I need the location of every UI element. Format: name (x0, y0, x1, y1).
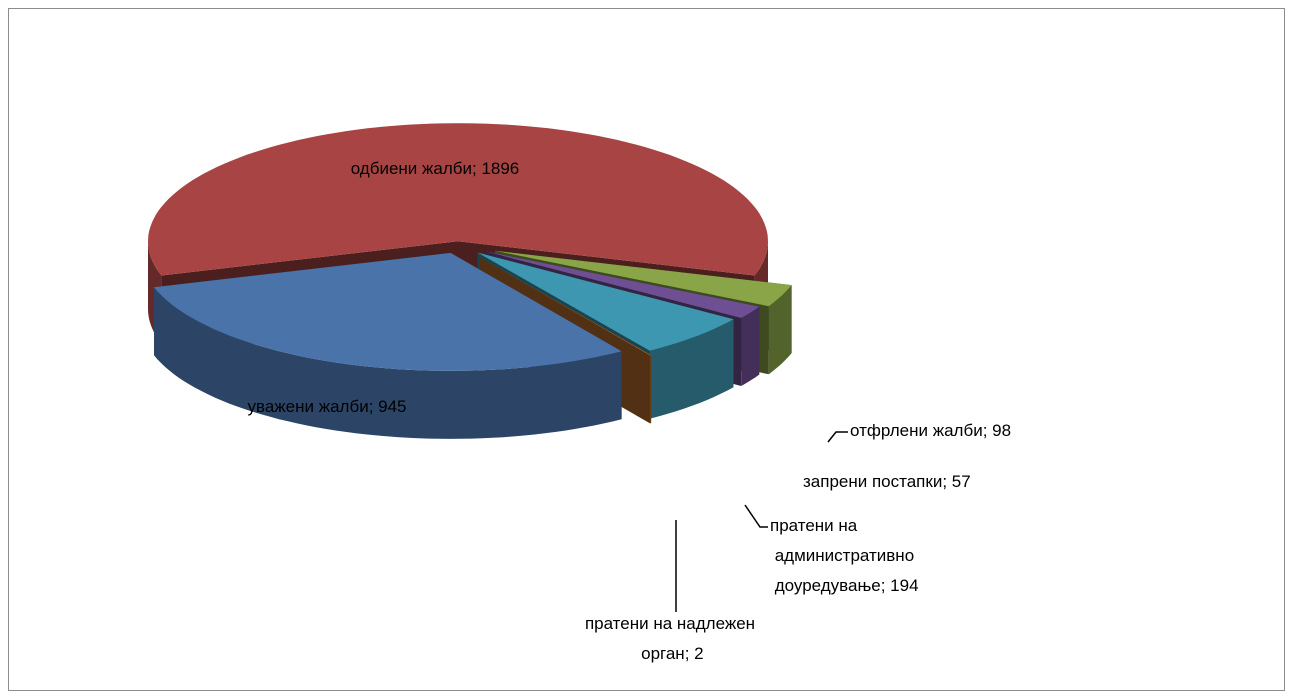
data-label: уважени жалби; 945 (247, 397, 406, 416)
leader-line (827, 431, 848, 443)
slice (485, 251, 760, 318)
leader-line (744, 504, 768, 528)
slice (477, 252, 734, 351)
data-label: одбиени жалби; 1896 (351, 159, 520, 178)
data-label-line: одбиени жалби; 1896 (351, 159, 520, 178)
slice-side (649, 319, 734, 419)
data-label-line: запрени постапки; 57 (803, 472, 971, 491)
slice (154, 252, 622, 439)
data-label: пратени на надлежен орган; 2 (585, 614, 755, 663)
data-label: пратени на административно доуредување; … (770, 516, 919, 595)
data-label-line: орган; 2 (636, 644, 703, 663)
slice (154, 252, 622, 371)
slice (148, 123, 768, 276)
data-label: отфрлени жалби; 98 (850, 421, 1011, 440)
slice-side (768, 285, 792, 375)
slice-side (154, 287, 622, 439)
data-label-line: пратени на (770, 516, 858, 535)
slice-side (650, 355, 652, 424)
data-label-line: пратени на надлежен (585, 614, 755, 633)
slice (495, 250, 792, 307)
data-label-line: доуредување; 194 (770, 576, 919, 595)
data-label-line: отфрлени жалби; 98 (850, 421, 1011, 440)
data-label-line: уважени жалби; 945 (247, 397, 406, 416)
slice (479, 257, 652, 356)
data-label-line: административно (770, 546, 914, 565)
data-label: запрени постапки; 57 (803, 472, 971, 491)
slice-side (741, 306, 760, 386)
